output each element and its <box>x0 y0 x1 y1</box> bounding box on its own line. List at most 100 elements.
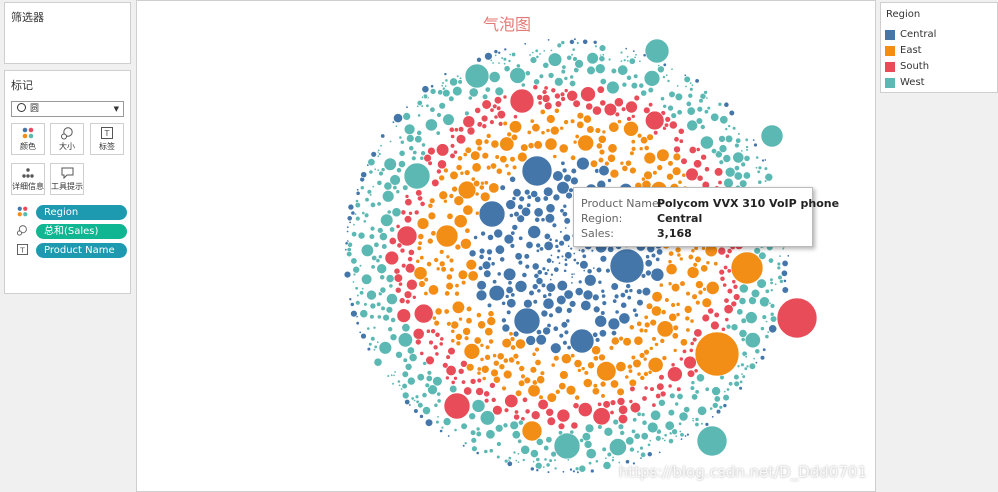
bubble[interactable] <box>356 293 360 298</box>
bubble[interactable] <box>546 416 556 426</box>
bubble[interactable] <box>718 268 725 276</box>
bubble[interactable] <box>590 468 595 474</box>
bubble[interactable] <box>493 49 499 54</box>
bubble[interactable] <box>470 150 481 161</box>
bubble[interactable] <box>460 238 472 250</box>
bubble[interactable] <box>392 185 398 191</box>
bubble[interactable] <box>552 325 559 332</box>
bubble[interactable] <box>569 429 575 435</box>
bubble[interactable] <box>757 179 763 185</box>
bubble[interactable] <box>532 84 539 91</box>
bubble[interactable] <box>662 75 666 79</box>
bubble[interactable] <box>640 273 647 279</box>
bubble[interactable] <box>550 342 562 354</box>
bubble[interactable] <box>753 247 761 255</box>
bubble[interactable] <box>513 211 520 218</box>
bubble[interactable] <box>494 154 500 160</box>
bubble[interactable] <box>427 202 434 209</box>
bubble[interactable] <box>607 245 615 253</box>
bubble[interactable] <box>617 413 629 425</box>
bubble[interactable] <box>633 94 640 102</box>
bubble[interactable] <box>399 247 406 254</box>
bubble[interactable] <box>438 341 444 347</box>
sales-pill[interactable]: 总和(Sales) <box>36 224 127 239</box>
bubble[interactable] <box>646 451 653 458</box>
bubble[interactable] <box>488 338 494 345</box>
bubble[interactable] <box>616 387 625 397</box>
bubble[interactable] <box>566 90 579 102</box>
bubble[interactable] <box>548 312 554 318</box>
bubble[interactable] <box>356 188 360 192</box>
bubble[interactable] <box>535 437 544 446</box>
bubble[interactable] <box>619 292 626 299</box>
bubble[interactable] <box>423 277 429 283</box>
bubble[interactable] <box>539 370 546 376</box>
bubble[interactable] <box>598 353 606 362</box>
bubble[interactable] <box>554 100 563 108</box>
bubble[interactable] <box>499 155 508 164</box>
bubble[interactable] <box>466 305 473 313</box>
bubble[interactable] <box>689 87 694 92</box>
bubble[interactable] <box>718 405 723 410</box>
bubble[interactable] <box>512 164 518 170</box>
bubble[interactable] <box>666 172 674 181</box>
bubble[interactable] <box>676 392 684 400</box>
bubble[interactable] <box>630 146 637 152</box>
bubble[interactable] <box>667 160 674 167</box>
bubble[interactable] <box>638 146 644 151</box>
bubble[interactable] <box>355 300 361 306</box>
bubble[interactable] <box>584 423 595 433</box>
bubble[interactable] <box>352 280 356 284</box>
color-button[interactable]: 颜色 <box>11 123 45 155</box>
bubble[interactable] <box>510 133 519 141</box>
bubble[interactable] <box>625 159 632 167</box>
bubble[interactable] <box>685 291 691 297</box>
bubble[interactable] <box>396 379 401 384</box>
bubble[interactable] <box>389 333 398 342</box>
bubble[interactable] <box>723 101 730 108</box>
bubble[interactable] <box>553 107 560 114</box>
bubble[interactable] <box>599 255 608 263</box>
bubble[interactable] <box>560 68 566 75</box>
bubble[interactable] <box>667 104 674 112</box>
bubble[interactable] <box>453 149 458 155</box>
bubble[interactable] <box>675 301 681 307</box>
bubble[interactable] <box>643 314 649 320</box>
bubble[interactable] <box>507 59 512 63</box>
bubble[interactable] <box>659 390 667 398</box>
bubble[interactable] <box>538 394 544 400</box>
bubble[interactable] <box>619 430 626 436</box>
bubble[interactable] <box>577 368 582 373</box>
bubble[interactable] <box>390 317 396 323</box>
bubble[interactable] <box>430 328 436 335</box>
bubble[interactable] <box>396 167 402 174</box>
bubble[interactable] <box>643 145 650 151</box>
bubble[interactable] <box>610 336 620 346</box>
bubble[interactable] <box>636 411 642 417</box>
bubble[interactable] <box>689 341 695 346</box>
bubble[interactable] <box>378 254 383 259</box>
bubble[interactable] <box>638 352 646 359</box>
bubble[interactable] <box>569 74 575 80</box>
bubble[interactable] <box>776 261 782 267</box>
bubble[interactable] <box>624 47 628 51</box>
bubble[interactable] <box>496 441 502 447</box>
bubble[interactable] <box>558 240 565 247</box>
bubble[interactable] <box>663 433 668 438</box>
bubble[interactable] <box>586 125 595 134</box>
bubble[interactable] <box>496 271 502 277</box>
bubble[interactable] <box>393 273 404 283</box>
bubble[interactable] <box>617 423 625 430</box>
bubble[interactable] <box>475 289 488 302</box>
bubble[interactable] <box>582 378 593 388</box>
bubble[interactable] <box>419 350 425 356</box>
bubble[interactable] <box>628 57 636 65</box>
bubble[interactable] <box>656 320 674 338</box>
bubble[interactable] <box>453 127 459 133</box>
bubble[interactable] <box>527 225 542 239</box>
bubble[interactable] <box>630 81 639 90</box>
bubble[interactable] <box>509 156 516 163</box>
bubble[interactable] <box>533 207 544 218</box>
bubble[interactable] <box>371 185 375 189</box>
bubble[interactable] <box>542 465 546 469</box>
